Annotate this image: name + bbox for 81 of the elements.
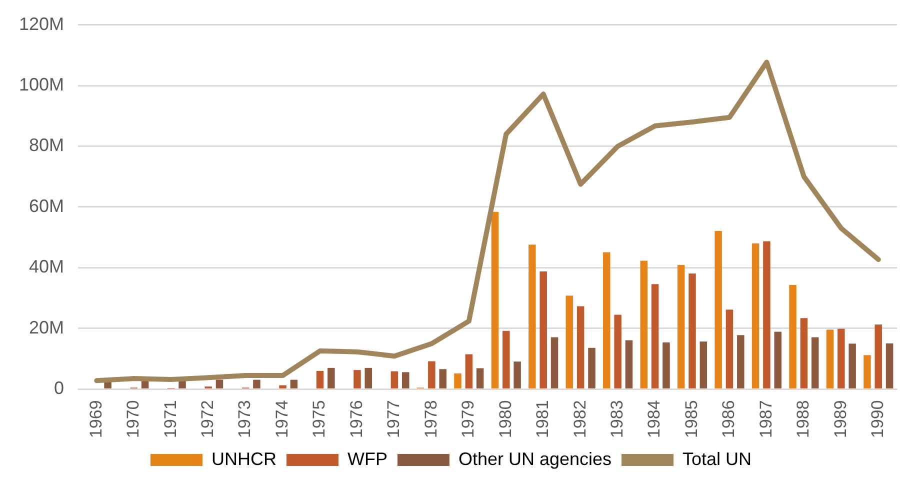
bar: [700, 342, 708, 388]
y-tick-label: 60M: [29, 196, 64, 216]
x-tick-label: 1984: [644, 400, 664, 438]
bar: [864, 355, 871, 388]
x-tick-label: 1979: [458, 400, 478, 438]
bar: [848, 344, 856, 388]
x-tick-label: 1988: [794, 400, 813, 438]
bar: [390, 371, 398, 388]
bar: [550, 337, 558, 388]
bar: [737, 335, 744, 388]
bar: [688, 273, 696, 388]
bar: [714, 230, 722, 388]
x-tick-label: 1978: [421, 400, 440, 438]
y-tick-label: 0: [54, 378, 64, 398]
bar: [838, 328, 845, 388]
bar: [677, 264, 685, 388]
x-tick-label: 1980: [496, 400, 515, 438]
legend-label: Total UN: [682, 448, 752, 469]
bar: [253, 380, 260, 388]
y-tick-label: 20M: [29, 317, 64, 338]
bar: [800, 318, 808, 388]
x-tick-label: 1982: [570, 400, 590, 438]
bar: [540, 271, 547, 388]
bar: [826, 330, 834, 388]
bar: [763, 241, 770, 388]
x-tick-label: 1976: [346, 400, 366, 438]
bar: [886, 343, 894, 388]
bar: [316, 370, 324, 388]
legend-label: UNHCR: [211, 448, 276, 469]
x-tick-label: 1985: [682, 400, 701, 438]
bar: [514, 362, 521, 388]
y-tick-label: 80M: [29, 135, 64, 156]
bar: [811, 337, 819, 388]
bar: [364, 368, 372, 388]
bar: [290, 380, 298, 388]
bar: [726, 310, 734, 388]
y-tick-label: 40M: [29, 256, 64, 277]
y-tick-label: 120M: [18, 14, 64, 34]
x-tick-label: 1983: [607, 400, 626, 438]
bar: [662, 342, 670, 388]
bar: [502, 330, 510, 388]
x-tick-label: 1972: [198, 400, 218, 438]
x-tick-label: 1973: [235, 400, 254, 438]
x-tick-label: 1974: [272, 400, 292, 438]
bar: [774, 332, 782, 388]
bar: [476, 368, 484, 388]
bar: [625, 340, 633, 388]
legend-label: Other UN agencies: [458, 448, 612, 469]
x-tick-label: 1969: [86, 400, 106, 438]
legend-label: WFP: [347, 448, 388, 469]
x-tick-label: 1981: [533, 400, 552, 438]
bar: [614, 314, 622, 388]
x-tick-label: 1989: [830, 400, 850, 438]
x-tick-label: 1975: [310, 400, 329, 438]
y-tick-label: 100M: [18, 74, 64, 94]
bar: [528, 244, 536, 388]
bar: [454, 373, 462, 388]
x-tick-label: 1986: [719, 400, 738, 438]
bar: [402, 372, 410, 388]
bar: [465, 354, 473, 388]
bar: [328, 368, 335, 388]
bar: [279, 385, 286, 388]
bar: [354, 370, 361, 388]
bar: [651, 284, 659, 388]
bar: [752, 243, 760, 388]
x-tick-label: 1971: [160, 400, 180, 438]
x-tick-label: 1987: [756, 400, 776, 438]
bar: [576, 306, 584, 388]
x-tick-label: 1977: [384, 400, 404, 438]
bar: [216, 380, 224, 388]
x-tick-label: 1990: [868, 400, 888, 438]
bar: [439, 369, 446, 388]
bar: [588, 348, 596, 388]
x-tick-label: 1970: [124, 400, 143, 438]
bar: [428, 361, 436, 388]
bar: [640, 260, 648, 388]
bar: [874, 324, 882, 388]
bar: [566, 296, 574, 388]
bar: [789, 285, 796, 388]
bar: [491, 212, 499, 388]
bar: [603, 252, 610, 388]
